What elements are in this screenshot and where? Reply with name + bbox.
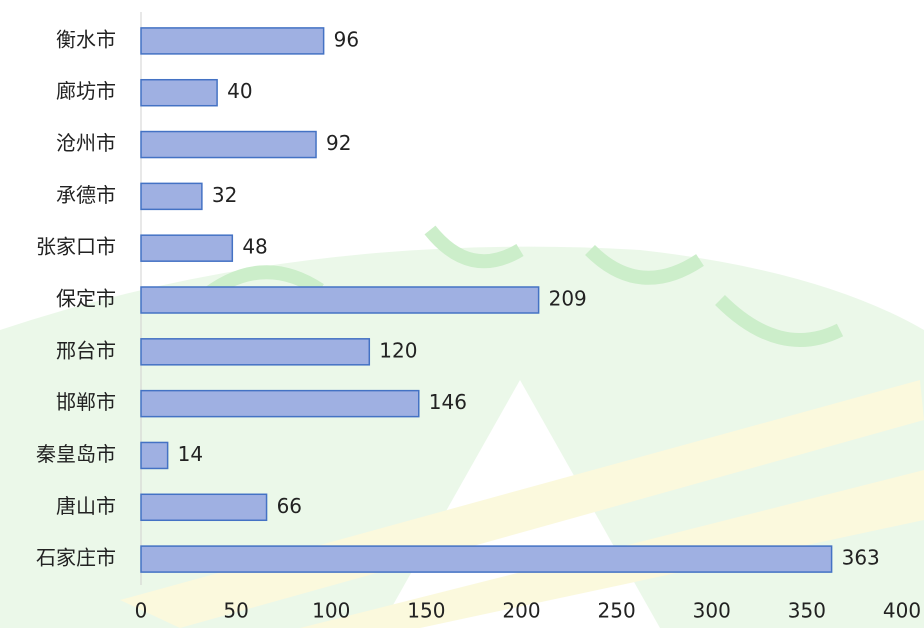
bar [140,78,218,107]
bar [140,441,169,470]
y-tick-label: 石家庄市 [36,546,116,570]
bar [140,27,325,55]
x-tick-label: 250 [598,599,636,623]
x-tick-label: 350 [788,599,826,623]
bar [140,182,203,211]
y-tick-label: 张家口市 [36,235,116,259]
y-tick-label: 邢台市 [56,338,116,362]
value-label: 209 [549,287,587,311]
value-label: 92 [326,131,351,155]
value-label: 66 [277,494,302,518]
value-label: 48 [242,235,267,259]
value-label: 32 [212,183,237,207]
value-label: 363 [842,546,880,570]
y-tick-label: 沧州市 [56,131,116,155]
x-tick-label: 150 [407,599,445,623]
x-tick-label: 400 [883,599,921,623]
bar [140,338,371,366]
y-tick-label: 秦皇岛市 [36,442,116,466]
value-label: 96 [334,27,359,51]
x-tick-label: 300 [693,599,731,623]
y-tick-label: 唐山市 [56,494,116,518]
y-tick-label: 衡水市 [56,27,116,51]
bar [140,389,420,418]
bar [140,234,234,262]
bar [140,130,317,159]
x-tick-label: 100 [312,599,350,623]
y-tick-label: 邯郸市 [56,390,116,414]
bar [140,545,833,573]
y-tick-label: 廊坊市 [56,79,116,103]
bar [140,286,540,314]
value-label: 146 [429,390,467,414]
x-tick-label: 0 [135,599,148,623]
value-label: 40 [227,79,252,103]
value-label: 14 [178,442,203,466]
y-tick-label: 承德市 [56,183,116,207]
value-label: 120 [379,338,417,362]
x-tick-label: 50 [223,599,248,623]
bar [140,493,268,522]
y-tick-label: 保定市 [56,287,116,311]
x-tick-label: 200 [502,599,540,623]
